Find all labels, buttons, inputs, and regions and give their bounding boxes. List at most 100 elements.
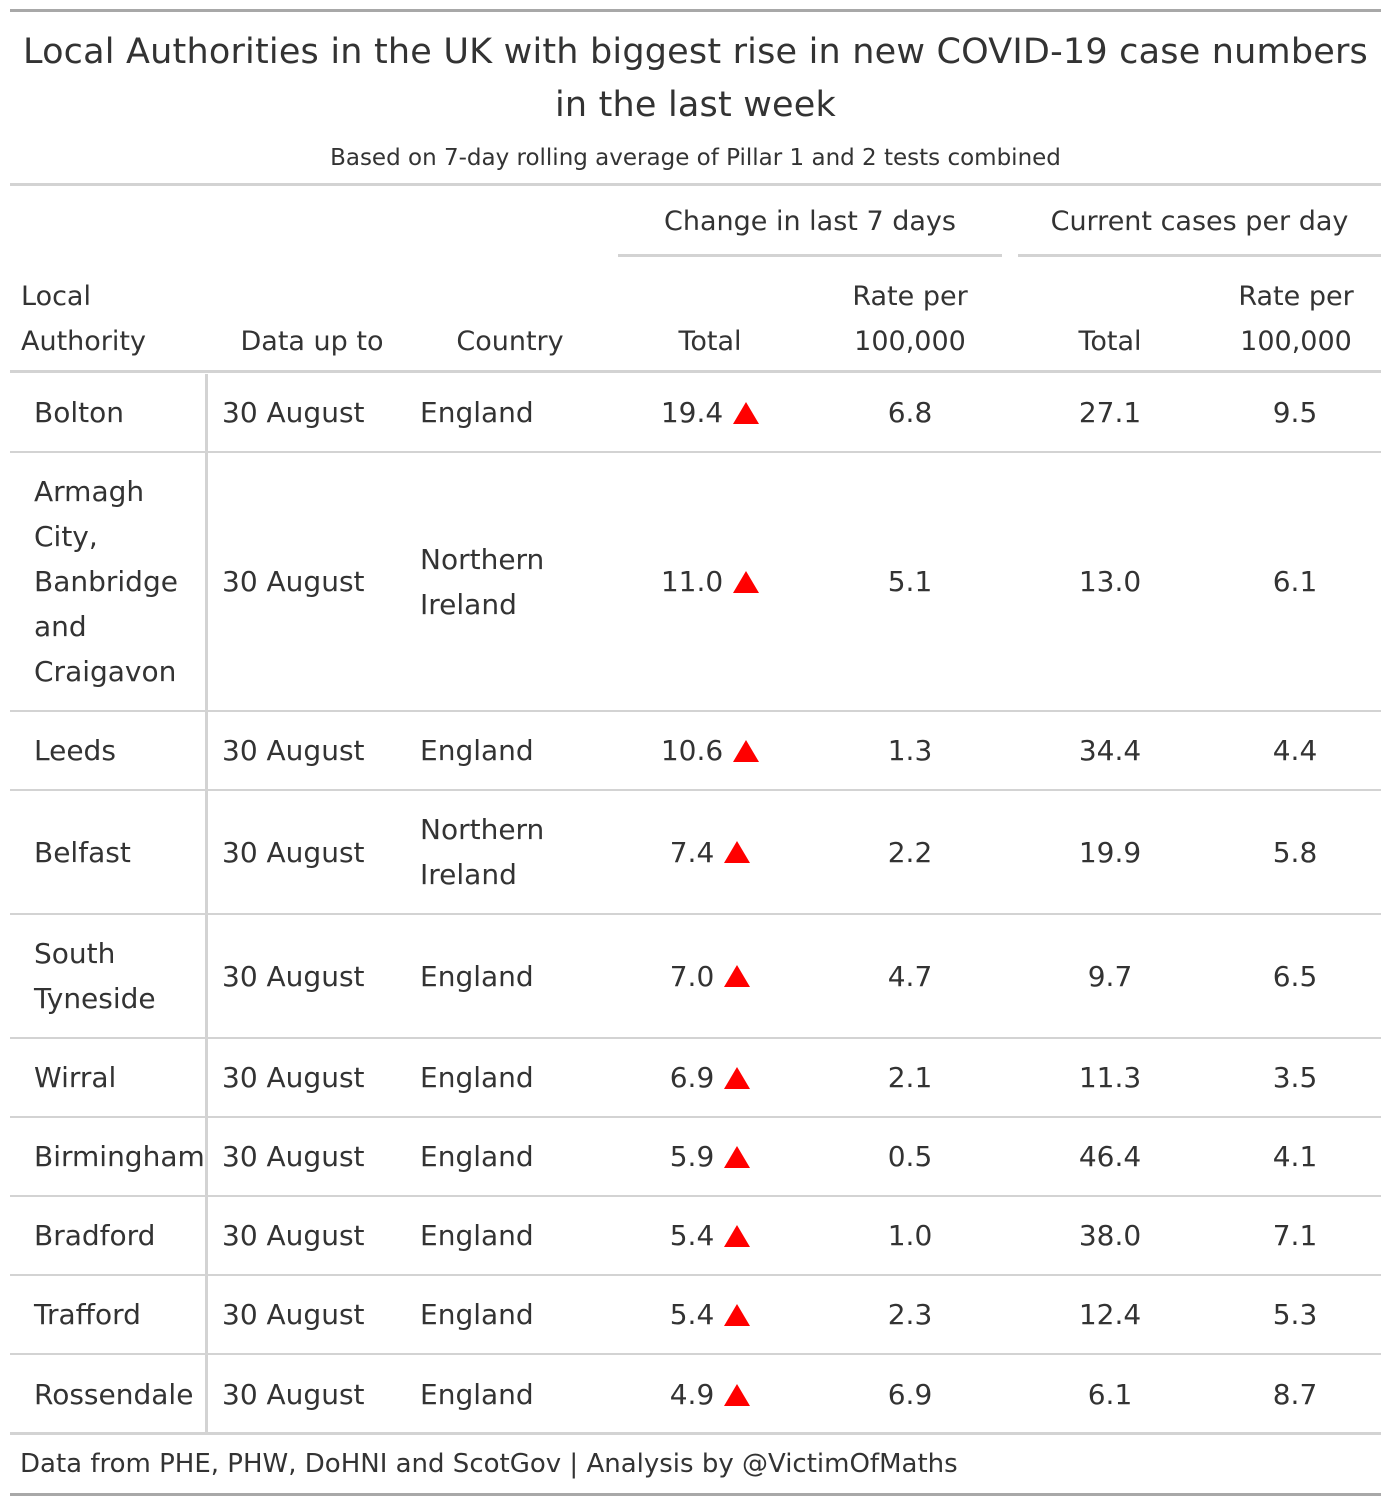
cell-data-up-to: 30 August — [222, 1061, 365, 1094]
cell-change-total: 5.4 — [610, 1197, 810, 1274]
triangle-up-icon — [733, 401, 760, 424]
top-rule — [10, 9, 1381, 12]
triangle-up-icon — [724, 965, 751, 987]
triangle-up-icon — [724, 1303, 751, 1326]
table-title: Local Authorities in the UK with biggest… — [22, 32, 1368, 125]
table-bottom-rule — [10, 1432, 1381, 1435]
colhead-country: Country — [456, 326, 564, 357]
cell-current-total: 6.1 — [1087, 1378, 1133, 1411]
cell-local-authority: Belfast — [10, 791, 208, 913]
cell-data-up-to: 30 August — [222, 565, 365, 598]
cell-country: Northern Ireland — [420, 813, 545, 891]
cell-current-total: 34.4 — [1078, 734, 1142, 767]
cell-data-up-to: 30 August — [222, 1219, 365, 1252]
colhead-change-rate: Rate per 100,000 — [852, 281, 968, 357]
cell-change-rate: 6.8 — [887, 396, 933, 429]
triangle-up-icon — [733, 570, 760, 593]
cell-current-rate: 6.5 — [1272, 959, 1318, 993]
cell-current-rate: 4.1 — [1272, 1140, 1318, 1173]
cell-change-rate: 4.7 — [887, 959, 933, 993]
cell-change-total: 7.0 — [610, 915, 810, 1037]
change-total-value: 11.0 — [660, 565, 724, 598]
cell-local-authority: Bolton — [10, 374, 208, 451]
cell-change-rate: 0.5 — [887, 1140, 933, 1173]
spanner-current: Current cases per day — [1050, 206, 1349, 237]
spanner-change-rule — [618, 254, 1002, 257]
cell-change-total: 10.6 — [610, 712, 810, 789]
table-row: South Tyneside 30 August England 7.0 4.7… — [10, 915, 1381, 1039]
cell-country: England — [420, 1298, 534, 1331]
triangle-up-icon — [724, 1224, 751, 1247]
cell-change-total: 4.9 — [610, 1355, 810, 1434]
cell-country: England — [420, 1219, 534, 1252]
cell-local-authority: Bradford — [10, 1197, 208, 1274]
cell-local-authority: Rossendale — [10, 1355, 208, 1434]
cell-change-rate: 2.3 — [887, 1298, 933, 1331]
cell-current-total: 27.1 — [1078, 396, 1142, 429]
header-top-rule — [10, 183, 1381, 186]
spanner-change: Change in last 7 days — [664, 206, 956, 237]
cell-current-total: 13.0 — [1078, 565, 1142, 598]
cell-current-total: 46.4 — [1078, 1140, 1142, 1173]
cell-country: England — [420, 1061, 534, 1094]
cell-change-total: 5.9 — [610, 1118, 810, 1195]
cell-current-rate: 4.4 — [1272, 734, 1318, 767]
cell-country: England — [420, 959, 534, 993]
cell-data-up-to: 30 August — [222, 959, 365, 993]
cell-country: England — [420, 734, 534, 767]
cell-current-total: 12.4 — [1078, 1298, 1142, 1331]
cell-change-total: 5.4 — [610, 1276, 810, 1353]
change-total-value: 19.4 — [660, 396, 724, 429]
cell-local-authority: Armagh City, Banbridge and Craigavon — [10, 453, 208, 710]
cell-data-up-to: 30 August — [222, 1298, 365, 1331]
spanner-current-rule — [1018, 254, 1381, 257]
cell-country: England — [420, 396, 534, 429]
triangle-up-icon — [733, 739, 760, 762]
table-row: Rossendale 30 August England 4.9 6.9 6.1… — [10, 1355, 1381, 1434]
colhead-current-total: Total — [1078, 326, 1142, 357]
colhead-current-rate: Rate per 100,000 — [1238, 281, 1354, 357]
cell-change-rate: 1.0 — [887, 1219, 933, 1252]
cell-current-total: 9.7 — [1087, 959, 1133, 993]
colhead-data-up-to: Data up to — [240, 326, 384, 357]
cell-data-up-to: 30 August — [222, 1140, 365, 1173]
cell-change-total: 11.0 — [610, 453, 810, 710]
colhead-change-total: Total — [678, 326, 742, 357]
cell-change-rate: 6.9 — [887, 1378, 933, 1411]
table-row: Bolton 30 August England 19.4 6.8 27.1 9… — [10, 374, 1381, 453]
cell-data-up-to: 30 August — [222, 734, 365, 767]
cell-change-total: 19.4 — [610, 374, 810, 451]
cell-current-total: 19.9 — [1078, 835, 1142, 869]
change-total-value: 5.4 — [669, 1298, 715, 1331]
source-note: Data from PHE, PHW, DoHNI and ScotGov | … — [20, 1449, 958, 1479]
cell-change-rate: 2.2 — [887, 835, 933, 869]
table-row: Leeds 30 August England 10.6 1.3 34.4 4.… — [10, 712, 1381, 791]
cell-country: Northern Ireland — [420, 542, 545, 621]
cell-current-rate: 3.5 — [1272, 1061, 1318, 1094]
cell-data-up-to: 30 August — [222, 835, 365, 869]
table-row: Wirral 30 August England 6.9 2.1 11.3 3.… — [10, 1039, 1381, 1118]
bottom-rule — [10, 1493, 1381, 1496]
cell-local-authority: Wirral — [10, 1039, 208, 1116]
table-row: Belfast 30 August Northern Ireland 7.4 2… — [10, 791, 1381, 915]
cell-data-up-to: 30 August — [222, 1378, 365, 1411]
cell-local-authority: Trafford — [10, 1276, 208, 1353]
table-row: Bradford 30 August England 5.4 1.0 38.0 … — [10, 1197, 1381, 1276]
cell-current-rate: 8.7 — [1272, 1378, 1318, 1411]
cell-country: England — [420, 1140, 534, 1173]
table-row: Birmingham 30 August England 5.9 0.5 46.… — [10, 1118, 1381, 1197]
cell-change-rate: 2.1 — [887, 1061, 933, 1094]
cell-change-total: 7.4 — [610, 791, 810, 913]
triangle-up-icon — [724, 1383, 751, 1406]
header-bottom-rule — [10, 370, 1381, 373]
table-body: Bolton 30 August England 19.4 6.8 27.1 9… — [10, 374, 1381, 1434]
cell-current-rate: 5.8 — [1272, 835, 1318, 869]
change-total-value: 4.9 — [669, 1378, 715, 1411]
cell-change-rate: 1.3 — [887, 734, 933, 767]
change-total-value: 5.4 — [669, 1219, 715, 1252]
cell-current-rate: 5.3 — [1272, 1298, 1318, 1331]
change-total-value: 10.6 — [660, 734, 724, 767]
cell-local-authority: Birmingham — [10, 1118, 208, 1195]
cell-local-authority: Leeds — [10, 712, 208, 789]
change-total-value: 6.9 — [669, 1061, 715, 1094]
